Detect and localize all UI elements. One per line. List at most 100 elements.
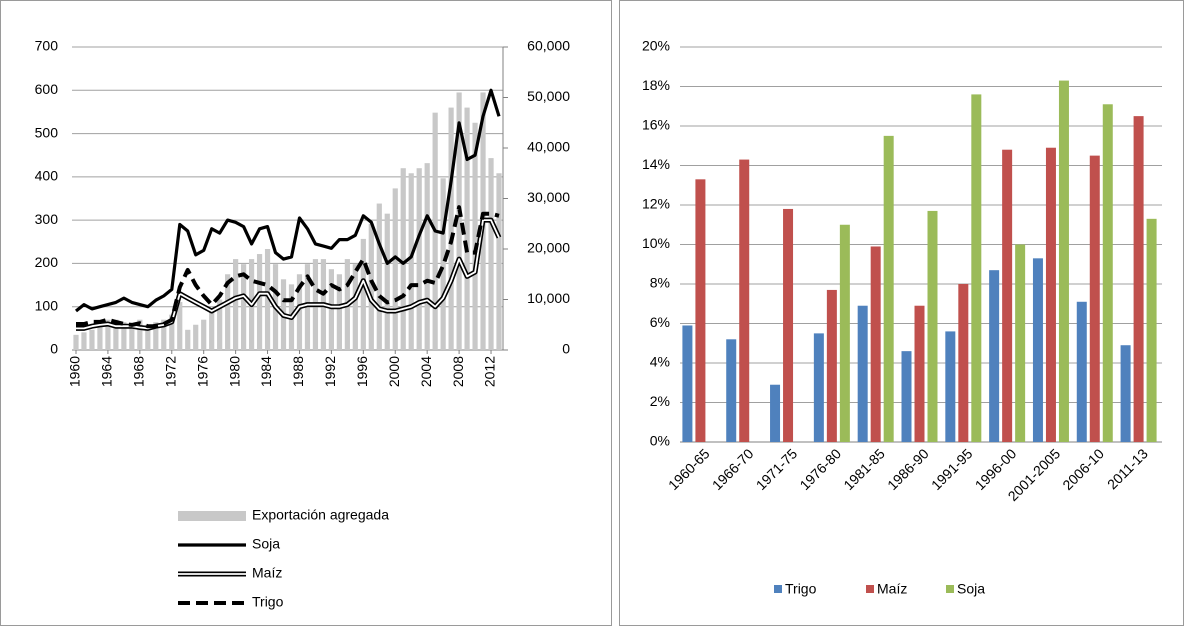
- y-tick-label: 0%: [650, 433, 670, 449]
- bar: [217, 299, 223, 350]
- bar: [336, 274, 342, 350]
- y-tick-label: 8%: [650, 275, 670, 291]
- bar: [1002, 149, 1013, 442]
- x-tick-label: 1992: [322, 356, 338, 387]
- x-tick-label: 2008: [450, 356, 466, 387]
- bar: [296, 274, 303, 350]
- bar: [424, 163, 430, 350]
- bar: [1133, 116, 1144, 442]
- bar: [169, 314, 175, 350]
- x-tick-label: 1991-95: [928, 445, 976, 493]
- bar: [177, 302, 183, 350]
- legend-label: Soja: [252, 536, 280, 552]
- bar: [264, 249, 271, 350]
- y2-tick-label: 20,000: [527, 240, 570, 256]
- bar: [945, 331, 956, 442]
- bar: [392, 188, 398, 350]
- bar: [185, 329, 191, 350]
- y2-tick-label: 60,000: [527, 38, 570, 54]
- line-series: [75, 88, 501, 313]
- bar: [883, 135, 894, 442]
- bar: [989, 270, 1000, 442]
- bar: [783, 208, 794, 442]
- bar: [1058, 80, 1069, 442]
- bar: [1045, 147, 1056, 442]
- bar: [739, 159, 750, 442]
- x-tick-label: 1984: [258, 356, 274, 387]
- bar: [352, 264, 358, 350]
- bar: [145, 324, 151, 350]
- bar: [97, 324, 103, 350]
- bar: [225, 274, 231, 350]
- bar: [201, 319, 207, 350]
- y-tick-label: 0: [50, 341, 58, 357]
- bar: [958, 284, 969, 442]
- legend-swatch: [946, 585, 954, 593]
- bar: [1120, 345, 1131, 442]
- y-tick-label: 16%: [642, 117, 670, 133]
- legend-label: Soja: [957, 581, 985, 597]
- x-tick-label: 1988: [290, 356, 306, 387]
- x-tick-label: 1986-90: [884, 445, 932, 493]
- bar: [971, 94, 982, 443]
- y-tick-label: 100: [35, 297, 59, 313]
- x-tick-label: 1972: [162, 356, 178, 387]
- bar: [1076, 301, 1087, 442]
- bar: [153, 322, 159, 350]
- bar: [914, 305, 925, 442]
- bar: [129, 324, 135, 350]
- x-tick-label: 2012: [482, 356, 498, 387]
- bar: [1146, 218, 1157, 442]
- y-tick-label: 300: [35, 211, 59, 227]
- bar: [113, 319, 119, 350]
- y-tick-label: 6%: [650, 314, 670, 330]
- bar: [857, 305, 868, 442]
- bar: [496, 173, 502, 350]
- x-tick-label: 1980: [226, 356, 242, 387]
- bar: [1102, 104, 1113, 443]
- bar: [726, 339, 737, 442]
- y2-tick-label: 10,000: [527, 290, 570, 306]
- y2-tick-label: 40,000: [527, 139, 570, 155]
- y-tick-label: 18%: [642, 77, 670, 93]
- bar: [488, 158, 494, 350]
- y2-tick-label: 30,000: [527, 189, 570, 205]
- x-tick-label: 2000: [386, 356, 402, 387]
- bar: [770, 384, 781, 442]
- bar: [826, 289, 837, 442]
- bar: [233, 259, 239, 350]
- bar: [408, 173, 414, 350]
- bar: [1032, 258, 1043, 442]
- x-tick-label: 2011-13: [1104, 445, 1151, 492]
- bar: [456, 92, 462, 350]
- bar: [464, 107, 470, 350]
- bar: [839, 224, 850, 442]
- bar: [384, 213, 390, 350]
- x-tick-label: 1981-85: [840, 445, 888, 493]
- bar: [472, 122, 478, 350]
- bar: [193, 324, 199, 350]
- y-tick-label: 14%: [642, 156, 670, 172]
- bar: [328, 269, 334, 350]
- bar: [927, 210, 938, 442]
- x-tick-label: 1976: [194, 356, 210, 387]
- y-tick-label: 600: [35, 81, 59, 97]
- x-tick-label: 2006-10: [1059, 445, 1107, 493]
- x-tick-label: 1960-65: [665, 445, 713, 493]
- bar: [416, 168, 422, 350]
- x-tick-label: 1964: [99, 356, 115, 387]
- legend-label: Maíz: [252, 565, 282, 581]
- x-tick-label: 1996: [354, 356, 370, 387]
- y-tick-label: 2%: [650, 393, 670, 409]
- legend-label: Maíz: [877, 581, 907, 597]
- y-tick-label: 400: [35, 168, 59, 184]
- y2-tick-label: 50,000: [527, 88, 570, 104]
- y-tick-label: 12%: [642, 196, 670, 212]
- bar: [440, 178, 446, 350]
- legend-label: Trigo: [785, 581, 817, 597]
- bar: [901, 351, 912, 442]
- bar: [73, 334, 79, 350]
- bar: [682, 325, 693, 442]
- legend-swatch: [774, 585, 782, 593]
- bar: [813, 333, 824, 442]
